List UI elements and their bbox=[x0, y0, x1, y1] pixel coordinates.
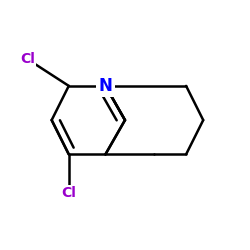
Text: Cl: Cl bbox=[20, 52, 35, 66]
Text: Cl: Cl bbox=[61, 186, 76, 200]
Text: N: N bbox=[98, 77, 112, 95]
